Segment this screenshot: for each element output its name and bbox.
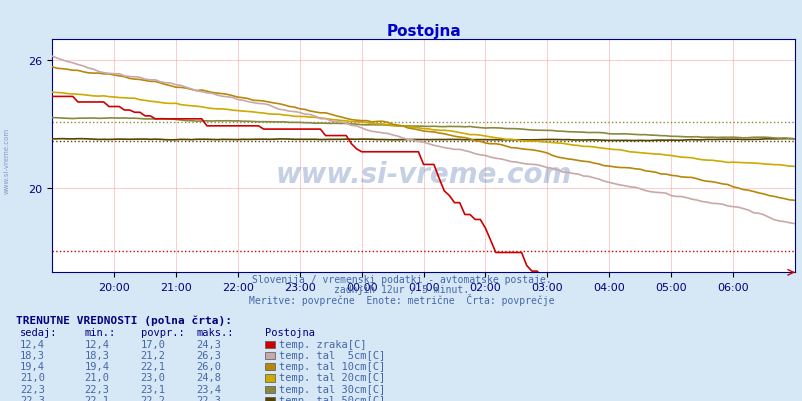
Text: sedaj:: sedaj:	[20, 328, 58, 338]
Text: 12,4: 12,4	[84, 339, 109, 349]
Text: temp. tal 20cm[C]: temp. tal 20cm[C]	[279, 373, 385, 383]
Text: min.:: min.:	[84, 328, 115, 338]
Text: 24,3: 24,3	[196, 339, 221, 349]
Text: 18,3: 18,3	[20, 350, 45, 360]
Text: temp. tal 30cm[C]: temp. tal 30cm[C]	[279, 384, 385, 394]
Text: 19,4: 19,4	[84, 361, 109, 371]
Text: 21,2: 21,2	[140, 350, 165, 360]
Text: 23,4: 23,4	[196, 384, 221, 394]
Text: 24,8: 24,8	[196, 373, 221, 383]
Text: 22,3: 22,3	[196, 395, 221, 401]
Text: 17,0: 17,0	[140, 339, 165, 349]
Text: povpr.:: povpr.:	[140, 328, 184, 338]
Text: temp. tal 50cm[C]: temp. tal 50cm[C]	[279, 395, 385, 401]
Text: 22,3: 22,3	[84, 384, 109, 394]
Title: Postojna: Postojna	[386, 24, 460, 39]
Text: temp. tal 10cm[C]: temp. tal 10cm[C]	[279, 361, 385, 371]
Text: temp. zraka[C]: temp. zraka[C]	[279, 339, 367, 349]
Text: zadnjih 12ur / 5 minut.: zadnjih 12ur / 5 minut.	[334, 285, 468, 295]
Text: 19,4: 19,4	[20, 361, 45, 371]
Text: 22,2: 22,2	[140, 395, 165, 401]
Text: 22,3: 22,3	[20, 395, 45, 401]
Text: 22,3: 22,3	[20, 384, 45, 394]
Text: www.si-vreme.com: www.si-vreme.com	[3, 128, 10, 193]
Text: 22,1: 22,1	[84, 395, 109, 401]
Text: 22,1: 22,1	[140, 361, 165, 371]
Text: 23,1: 23,1	[140, 384, 165, 394]
Text: www.si-vreme.com: www.si-vreme.com	[275, 161, 571, 189]
Text: 26,3: 26,3	[196, 350, 221, 360]
Text: temp. tal  5cm[C]: temp. tal 5cm[C]	[279, 350, 385, 360]
Text: 18,3: 18,3	[84, 350, 109, 360]
Text: TRENUTNE VREDNOSTI (polna črta):: TRENUTNE VREDNOSTI (polna črta):	[16, 314, 232, 325]
Text: 21,0: 21,0	[84, 373, 109, 383]
Text: 12,4: 12,4	[20, 339, 45, 349]
Text: Slovenija / vremenski podatki - avtomatske postaje.: Slovenija / vremenski podatki - avtomats…	[251, 275, 551, 285]
Text: Meritve: povprečne  Enote: metrične  Črta: povprečje: Meritve: povprečne Enote: metrične Črta:…	[249, 293, 553, 305]
Text: 23,0: 23,0	[140, 373, 165, 383]
Text: 26,0: 26,0	[196, 361, 221, 371]
Text: Postojna: Postojna	[265, 328, 314, 338]
Text: 21,0: 21,0	[20, 373, 45, 383]
Text: maks.:: maks.:	[196, 328, 234, 338]
